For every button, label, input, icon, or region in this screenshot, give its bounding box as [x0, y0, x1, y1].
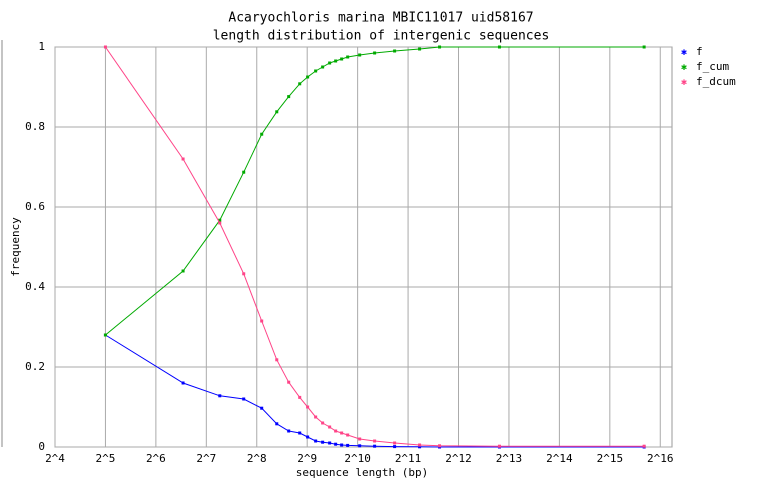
point [642, 45, 646, 49]
point [358, 444, 362, 448]
x-tick-label: 2^14 [546, 452, 573, 465]
point [306, 405, 310, 409]
point [260, 319, 264, 323]
point [242, 272, 246, 276]
point [373, 439, 377, 443]
x-tick-label: 2^4 [45, 452, 65, 465]
series-line [105, 334, 645, 448]
point [340, 443, 344, 447]
point [298, 431, 302, 435]
chart-title: Acaryochloris marina MBIC11017 uid58167 [228, 11, 533, 26]
point [298, 395, 302, 399]
point [358, 53, 362, 57]
x-tick-label: 2^13 [496, 452, 523, 465]
x-axis-label: sequence length (bp) [296, 466, 428, 479]
legend-label: f [696, 45, 703, 58]
x-tick-label: 2^9 [297, 452, 317, 465]
point [181, 381, 185, 385]
legend-label: f_dcum [696, 75, 736, 88]
point [275, 358, 279, 362]
point [497, 444, 501, 448]
point [334, 442, 338, 446]
point [306, 75, 310, 79]
point [218, 221, 222, 225]
point [373, 444, 377, 448]
point [438, 45, 442, 49]
point [275, 422, 279, 426]
point [298, 82, 302, 86]
point [340, 431, 344, 435]
point [393, 441, 397, 445]
x-tick-label: 2^16 [647, 452, 674, 465]
y-tick-label: 0.8 [25, 120, 45, 133]
point [328, 425, 332, 429]
point [218, 218, 222, 222]
point [334, 59, 338, 63]
series-line [105, 46, 645, 447]
chart-subtitle: length distribution of intergenic sequen… [213, 29, 550, 44]
point [497, 45, 501, 49]
point [103, 333, 107, 337]
y-tick-label: 0.6 [25, 200, 45, 213]
x-tick-label: 2^15 [597, 452, 624, 465]
point [340, 57, 344, 61]
point [287, 95, 291, 99]
point [373, 51, 377, 55]
point [242, 170, 246, 174]
y-tick-label: 1 [38, 40, 45, 53]
point [275, 110, 279, 114]
y-tick-label: 0.4 [25, 280, 45, 293]
legend-marker: ✱ [681, 47, 687, 58]
y-tick-label: 0.2 [25, 360, 45, 373]
legend-label: f_cum [696, 60, 729, 73]
point [218, 394, 222, 398]
y-tick-label: 0 [38, 440, 45, 453]
x-tick-label: 2^8 [247, 452, 267, 465]
legend-marker: ✱ [681, 77, 687, 88]
point [103, 45, 107, 49]
y-axis-label: frequency [9, 217, 22, 277]
point [314, 415, 318, 419]
point [314, 439, 318, 443]
point [642, 444, 646, 448]
point [260, 132, 264, 136]
point [438, 444, 442, 448]
point [346, 433, 350, 437]
point [393, 445, 397, 449]
point [346, 443, 350, 447]
x-tick-label: 2^11 [395, 452, 422, 465]
x-tick-label: 2^6 [146, 452, 166, 465]
point [181, 269, 185, 273]
point [393, 49, 397, 53]
point [321, 65, 325, 69]
point [260, 406, 264, 410]
point [418, 443, 422, 447]
legend-marker: ✱ [681, 62, 687, 73]
x-tick-label: 2^10 [344, 452, 371, 465]
point [328, 441, 332, 445]
point [334, 429, 338, 433]
x-tick-label: 2^5 [96, 452, 116, 465]
series-line [105, 46, 645, 336]
point [242, 397, 246, 401]
x-tick-label: 2^7 [196, 452, 216, 465]
point [181, 157, 185, 161]
point [321, 440, 325, 444]
point [287, 380, 291, 384]
x-tick-label: 2^12 [445, 452, 472, 465]
point [306, 435, 310, 439]
point [418, 47, 422, 51]
point [287, 429, 291, 433]
point [358, 437, 362, 441]
point [328, 61, 332, 65]
point [314, 69, 318, 73]
point [346, 55, 350, 59]
point [418, 445, 422, 449]
point [321, 421, 325, 425]
